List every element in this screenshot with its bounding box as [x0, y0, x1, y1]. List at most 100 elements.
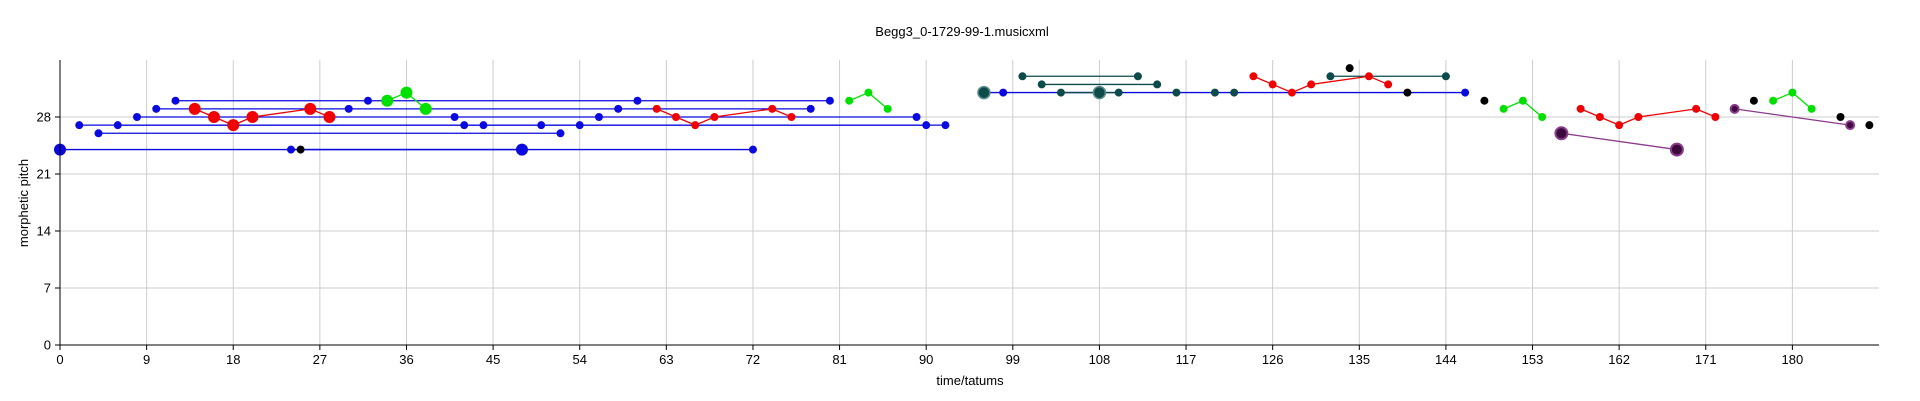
- data-point: [768, 104, 777, 113]
- grid: [60, 60, 1879, 345]
- data-point: [1518, 96, 1527, 105]
- data-point: [286, 145, 295, 154]
- data-point: [1307, 80, 1316, 89]
- data-point: [671, 113, 680, 121]
- data-point: [806, 104, 815, 113]
- data-point: [94, 129, 103, 138]
- data-line: [1561, 132, 1677, 151]
- data-point: [556, 129, 565, 138]
- data-point: [1480, 96, 1489, 105]
- data-point: [1807, 104, 1816, 113]
- data-point: [1576, 104, 1585, 113]
- data-point: [381, 94, 394, 107]
- data-point: [1230, 88, 1239, 97]
- data-point: [537, 121, 546, 130]
- data-point: [400, 86, 413, 99]
- data-point: [845, 96, 854, 105]
- data-point: [1865, 121, 1874, 130]
- data-point: [1326, 72, 1335, 81]
- x-tick-label: 135: [1348, 352, 1370, 367]
- data-point: [1634, 113, 1643, 121]
- data-point: [1788, 88, 1797, 97]
- x-tick-label: 162: [1608, 352, 1630, 367]
- data-point: [912, 113, 921, 121]
- data-point: [864, 88, 873, 97]
- x-tick-label: 90: [919, 352, 933, 367]
- data-point: [296, 145, 305, 154]
- data-point: [1836, 113, 1845, 121]
- x-tick-label: 36: [399, 352, 413, 367]
- data-point: [1364, 72, 1373, 81]
- data-point: [1037, 80, 1046, 89]
- data-point: [1669, 142, 1684, 157]
- data-point: [1172, 88, 1181, 97]
- data-point: [450, 113, 459, 121]
- data-point: [652, 104, 661, 113]
- x-tick-label: 27: [313, 352, 327, 367]
- data-point: [1287, 88, 1296, 97]
- y-tick-label: 14: [37, 224, 51, 239]
- data-point: [614, 104, 623, 113]
- data-point: [363, 96, 372, 105]
- data-point: [75, 121, 84, 130]
- data-point: [479, 121, 488, 130]
- data-point: [1729, 103, 1740, 114]
- data-point: [113, 121, 122, 130]
- data-point: [152, 104, 161, 113]
- data-point: [1461, 88, 1470, 97]
- x-tick-label: 117: [1176, 352, 1197, 367]
- x-tick-label: 99: [1006, 352, 1020, 367]
- x-tick-label: 45: [486, 352, 500, 367]
- data-line: [1734, 108, 1851, 126]
- data-point: [941, 121, 950, 130]
- data-point: [1114, 88, 1123, 97]
- data-point: [188, 102, 201, 115]
- data-point: [1538, 113, 1547, 121]
- data-point: [1403, 88, 1412, 97]
- data-point: [691, 121, 700, 130]
- data-point: [515, 143, 528, 156]
- data-point: [1692, 104, 1701, 113]
- data-point: [207, 111, 220, 123]
- y-tick-label: 21: [37, 167, 51, 182]
- data-point: [227, 119, 240, 132]
- data-point: [1210, 88, 1219, 97]
- data-point: [246, 111, 259, 123]
- data-point: [977, 85, 991, 100]
- y-tick-label: 28: [37, 110, 51, 125]
- data-point: [1092, 85, 1107, 100]
- data-point: [419, 102, 432, 115]
- x-tick-label: 126: [1262, 352, 1284, 367]
- data-point: [883, 104, 892, 113]
- data-point: [1268, 80, 1277, 89]
- x-axis-label: time/tatums: [936, 373, 1004, 388]
- data-point: [1056, 88, 1065, 97]
- axes: [59, 60, 1879, 346]
- data-point: [1845, 120, 1856, 131]
- data-point: [748, 145, 757, 154]
- data-point: [1769, 96, 1778, 105]
- y-tick-label: 7: [44, 281, 51, 296]
- data-point: [575, 121, 584, 130]
- data-point: [171, 96, 180, 105]
- data-point: [1384, 80, 1393, 89]
- x-tick-label: 171: [1695, 352, 1717, 367]
- data-points: [54, 64, 1874, 157]
- data-point: [1749, 96, 1758, 105]
- data-point: [999, 88, 1008, 97]
- x-ticks: 0 9 18 27 36 45 54 63 72 81 90 99 108 117 126 135 144 153…: [56, 345, 1803, 367]
- data-point: [710, 113, 719, 121]
- data-point: [825, 96, 834, 105]
- x-tick-label: 18: [226, 352, 240, 367]
- y-tick-label: 0: [44, 338, 51, 353]
- data-point: [1554, 126, 1569, 141]
- data-point: [1133, 72, 1142, 81]
- x-tick-label: 0: [56, 352, 63, 367]
- x-tick-label: 108: [1089, 352, 1111, 367]
- data-point: [1441, 72, 1450, 81]
- data-point: [323, 111, 336, 123]
- chart-title: Begg3_0-1729-99-1.musicxml: [875, 24, 1049, 39]
- x-tick-label: 63: [659, 352, 673, 367]
- data-point: [132, 113, 141, 121]
